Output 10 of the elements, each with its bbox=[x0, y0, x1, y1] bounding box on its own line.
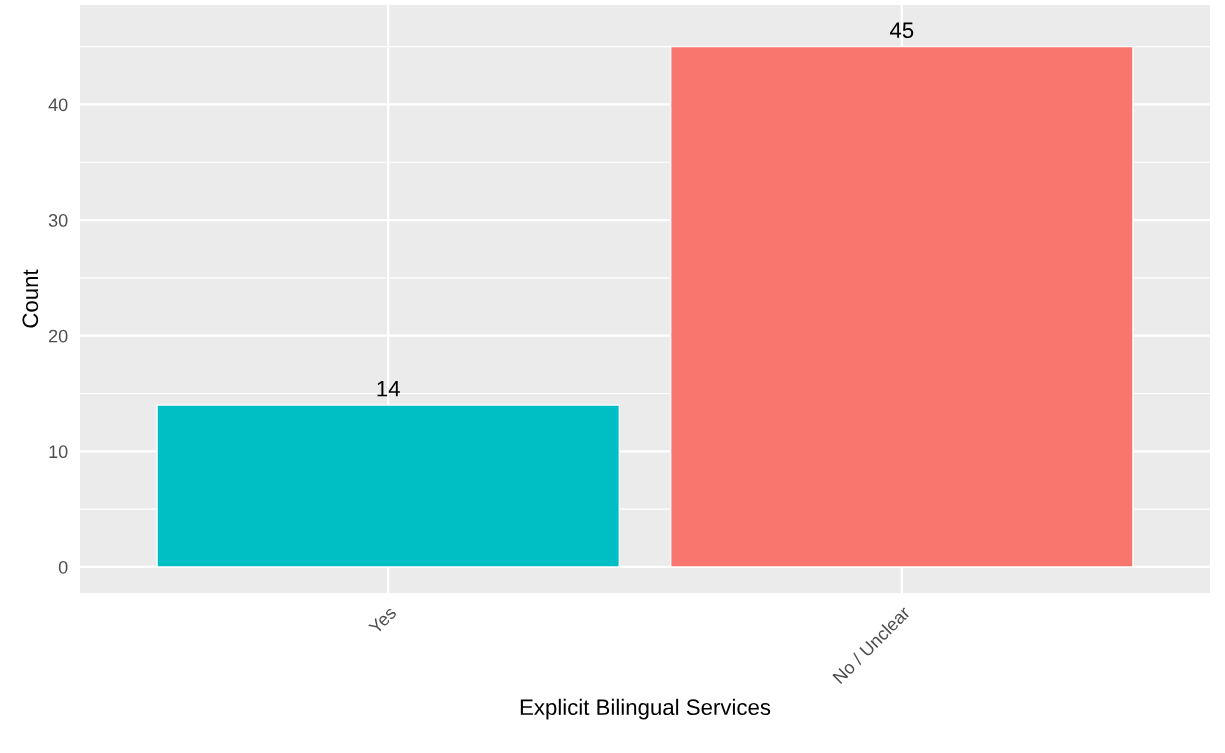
x-tick-label: Yes bbox=[368, 605, 398, 635]
y-tick-label: 20 bbox=[49, 329, 68, 343]
data-label: 14 bbox=[377, 381, 400, 397]
x-axis-title: Explicit Bilingual Services bbox=[520, 698, 771, 720]
y-tick-label: 30 bbox=[48, 214, 68, 227]
y-tick-label: 10 bbox=[49, 445, 68, 459]
y-axis-title: Count bbox=[22, 269, 39, 328]
data-label: 45 bbox=[889, 22, 914, 39]
y-tick-label: 40 bbox=[48, 98, 68, 112]
y-tick-label: 0 bbox=[58, 560, 68, 574]
